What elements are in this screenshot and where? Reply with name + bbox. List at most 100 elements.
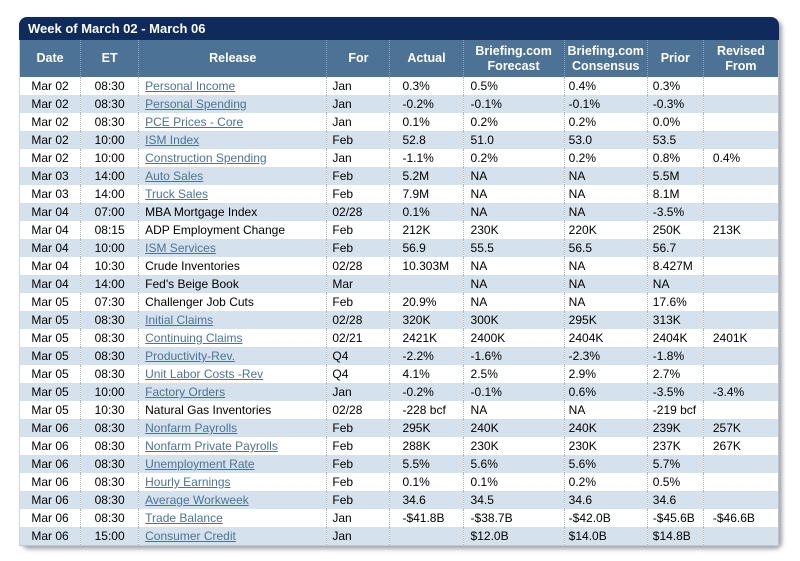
consensus-cell: 53.0: [563, 131, 648, 149]
for-cell: Jan: [326, 77, 390, 95]
forecast-cell: -1.6%: [462, 347, 565, 365]
prior-cell: 0.0%: [646, 113, 704, 131]
forecast-cell: NA: [462, 257, 565, 275]
release-cell: Truck Sales: [138, 185, 327, 203]
release-link[interactable]: Personal Spending: [145, 97, 247, 111]
release-cell: Hourly Earnings: [138, 473, 327, 491]
table-row: Mar 02 08:30 Personal Spending Jan -0.2%…: [19, 95, 779, 113]
release-link[interactable]: ISM Index: [145, 133, 200, 147]
actual-cell: 10.303M: [389, 257, 464, 275]
forecast-cell: 34.5: [462, 491, 565, 509]
prior-cell: 34.6: [646, 491, 704, 509]
revised-cell: 0.4%: [702, 149, 779, 167]
for-cell: Q4: [326, 347, 390, 365]
release-link[interactable]: PCE Prices - Core: [145, 115, 244, 129]
table-row: Mar 03 14:00 Auto Sales Feb 5.2M NA NA 5…: [19, 167, 779, 185]
revised-cell: -$46.6B: [702, 509, 779, 527]
et-cell: 10:00: [80, 383, 139, 401]
consensus-cell: 5.6%: [563, 455, 648, 473]
release-link[interactable]: Consumer Credit: [145, 529, 236, 543]
forecast-cell: 0.5%: [462, 77, 565, 95]
forecast-cell: -$38.7B: [462, 509, 565, 527]
forecast-cell: -0.1%: [462, 95, 565, 113]
date-cell: Mar 05: [31, 331, 69, 345]
forecast-cell: 5.6%: [462, 455, 565, 473]
for-cell: Q4: [326, 365, 390, 383]
release-link[interactable]: Personal Income: [145, 79, 236, 93]
forecast-cell: 0.1%: [462, 473, 565, 491]
release-link[interactable]: Truck Sales: [145, 187, 209, 201]
forecast-cell: 51.0: [462, 131, 565, 149]
table-row: Mar 03 14:00 Truck Sales Feb 7.9M NA NA …: [20, 185, 779, 203]
forecast-cell: -0.1%: [462, 383, 565, 401]
release-link[interactable]: ISM Services: [145, 241, 216, 255]
for-cell: 02/28: [326, 203, 390, 221]
release-link[interactable]: Productivity-Rev.: [145, 349, 235, 363]
et-cell: 08:30: [80, 491, 139, 509]
release-cell: Unemployment Rate: [138, 455, 327, 473]
table-row: Mar 05 10:30 Natural Gas Inventories 02/…: [20, 401, 779, 419]
consensus-cell: 2.9%: [563, 365, 648, 383]
prior-cell: 8.1M: [646, 185, 704, 203]
date-cell: Mar 06: [31, 457, 69, 471]
release-link[interactable]: Unemployment Rate: [145, 457, 255, 471]
release-link[interactable]: Construction Spending: [145, 151, 267, 165]
column-header-consensus: Briefing.com Consensus: [563, 40, 648, 77]
table-row: Mar 06 08:30 Unemployment Rate Feb 5.5% …: [19, 455, 779, 473]
table-row: Mar 04 10:00 ISM Services Feb 56.9 55.5 …: [19, 239, 779, 257]
release-link[interactable]: Auto Sales: [145, 169, 204, 183]
forecast-cell: 230K: [462, 437, 565, 455]
for-cell: Feb: [326, 131, 390, 149]
release-cell: MBA Mortgage Index: [138, 203, 327, 221]
actual-cell: 2421K: [389, 329, 464, 347]
release-link[interactable]: Unit Labor Costs -Rev: [145, 367, 264, 381]
prior-cell: 0.8%: [646, 149, 704, 167]
actual-cell: [389, 527, 464, 546]
prior-cell: -$45.6B: [646, 509, 704, 527]
revised-cell: [702, 527, 779, 546]
consensus-cell: 295K: [563, 311, 648, 329]
forecast-cell: 0.2%: [462, 149, 565, 167]
release-link[interactable]: Hourly Earnings: [145, 475, 231, 489]
prior-cell: 2404K: [646, 329, 704, 347]
release-link[interactable]: Continuing Claims: [145, 331, 243, 345]
column-header-et: ET: [80, 40, 139, 77]
date-cell: Mar 02: [31, 97, 69, 111]
release-link[interactable]: Nonfarm Private Payrolls: [145, 439, 278, 453]
release-link[interactable]: Factory Orders: [145, 385, 226, 399]
consensus-cell: -0.1%: [563, 95, 648, 113]
date-cell: Mar 02: [31, 79, 69, 93]
forecast-cell: 0.2%: [462, 113, 565, 131]
release-cell: Nonfarm Private Payrolls: [138, 437, 327, 455]
consensus-cell: 34.6: [563, 491, 648, 509]
forecast-cell: 300K: [462, 311, 565, 329]
revised-cell: [702, 95, 779, 113]
table-row: Mar 05 08:30 Unit Labor Costs -Rev Q4 4.…: [20, 365, 779, 383]
release-link[interactable]: Nonfarm Payrolls: [145, 421, 238, 435]
revised-cell: [702, 275, 779, 293]
consensus-cell: 240K: [563, 419, 648, 437]
revised-cell: [702, 473, 779, 491]
prior-cell: 237K: [646, 437, 704, 455]
prior-cell: 0.5%: [646, 473, 704, 491]
for-cell: Feb: [326, 419, 390, 437]
revised-cell: 257K: [702, 419, 779, 437]
table-row: Mar 02 08:30 PCE Prices - Core Jan 0.1% …: [20, 113, 779, 131]
date-cell: Mar 04: [31, 259, 69, 273]
et-cell: 08:30: [80, 509, 139, 527]
release-link[interactable]: Average Workweek: [145, 493, 249, 507]
release-link[interactable]: Trade Balance: [145, 511, 223, 525]
revised-cell: [702, 131, 779, 149]
revised-cell: [702, 77, 779, 95]
date-cell: Mar 02: [31, 115, 69, 129]
column-header-release: Release: [138, 40, 327, 77]
prior-cell: 5.7%: [646, 455, 704, 473]
for-cell: 02/28: [326, 311, 390, 329]
consensus-cell: 0.2%: [563, 473, 648, 491]
table-row: Mar 06 08:30 Nonfarm Private Payrolls Fe…: [20, 437, 779, 455]
revised-cell: [702, 491, 779, 509]
for-cell: Feb: [326, 185, 390, 203]
for-cell: Feb: [326, 491, 390, 509]
prior-cell: -3.5%: [646, 203, 704, 221]
release-link[interactable]: Initial Claims: [145, 313, 214, 327]
